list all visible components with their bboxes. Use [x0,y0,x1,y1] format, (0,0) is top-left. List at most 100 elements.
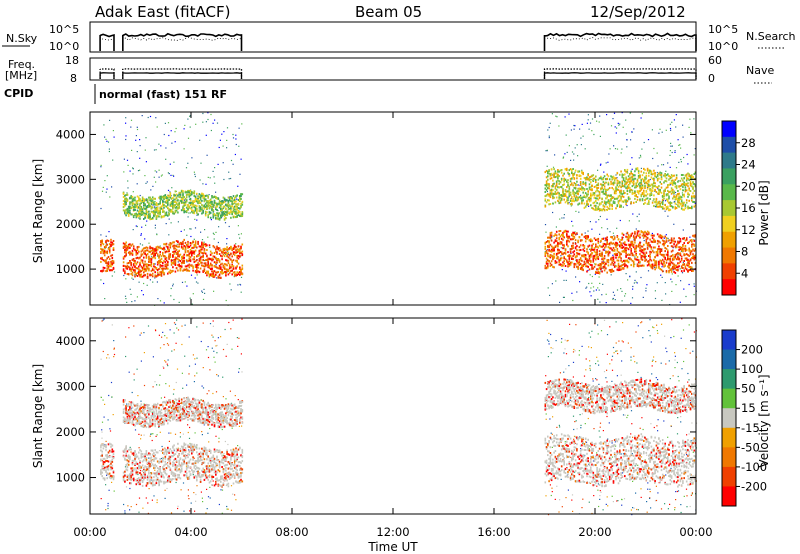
echo-pixel [228,211,231,214]
echo-pixel [108,246,111,249]
echo-pixel [587,190,589,193]
echo-pixel [127,211,130,214]
echo-pixel [603,208,606,211]
echo-pixel [226,238,228,240]
echo-pixel [213,204,216,207]
echo-pixel [692,255,694,258]
echo-pixel [122,247,125,249]
echo-pixel [235,274,237,277]
echo-pixel [225,259,227,262]
echo-pixel [146,253,149,255]
echo-pixel [180,198,183,200]
echo-pixel [153,210,155,213]
echo-pixel [584,262,587,265]
echo-pixel [597,246,600,249]
echo-pixel [141,211,144,213]
echo-pixel [667,215,669,217]
echo-pixel [547,287,549,289]
echo-pixel [582,173,584,176]
echo-pixel [208,204,211,207]
echo-pixel [593,255,596,257]
echo-pixel [606,240,608,243]
echo-pixel [141,208,144,211]
echo-pixel [560,194,563,196]
echo-pixel [226,204,228,207]
echo-pixel [673,237,675,240]
echo-pixel [588,183,591,186]
echo-pixel [170,222,172,224]
echo-pixel [626,146,628,148]
echo-pixel [643,248,645,251]
echo-pixel [611,197,613,200]
echo-pixel [196,211,198,214]
echo-pixel [142,294,144,296]
echo-pixel [168,213,170,215]
echo-pixel [196,274,198,276]
echo-pixel [138,257,140,260]
echo-pixel [174,209,177,212]
echo-pixel [650,170,653,173]
echo-pixel [587,203,589,206]
echo-pixel [626,139,628,141]
echo-pixel [639,154,642,156]
echo-pixel [590,295,592,297]
echo-pixel [680,158,682,161]
echo-pixel [162,267,164,270]
echo-pixel [125,122,127,124]
echo-pixel [227,273,230,276]
echo-pixel [154,257,156,260]
echo-pixel [129,250,131,253]
echo-pixel [584,177,587,180]
echo-pixel [110,241,112,244]
echo-pixel [150,258,153,261]
echo-pixel [611,236,613,238]
echo-pixel [154,227,156,229]
echo-pixel [230,197,232,200]
echo-pixel [582,255,584,258]
echo-pixel [170,197,173,200]
echo-pixel [131,258,134,261]
echo-pixel [659,236,661,239]
echo-pixel [648,171,650,174]
echo-pixel [231,264,233,267]
echo-pixel [661,239,664,242]
echo-pixel [189,201,192,204]
echo-pixel [680,161,682,163]
echo-pixel [639,244,641,247]
echo-pixel [548,183,550,186]
echo-pixel [553,176,555,179]
echo-pixel [678,248,680,251]
echo-pixel [664,200,667,202]
echo-pixel [603,261,606,264]
echo-pixel [621,250,624,253]
echo-pixel [640,264,643,267]
echo-pixel [185,196,188,199]
echo-pixel [654,190,656,192]
echo-pixel [174,198,177,201]
echo-pixel [592,255,595,258]
echo-pixel [649,184,651,187]
echo-pixel [204,265,207,268]
echo-pixel [675,253,678,256]
echo-pixel [202,256,204,259]
echo-pixel [112,159,114,161]
echo-pixel [146,211,149,214]
echo-pixel [595,181,597,184]
echo-pixel [603,185,606,188]
echo-pixel [202,244,204,247]
echo-pixel [153,254,155,257]
echo-pixel [637,245,640,248]
echo-pixel [593,250,596,253]
echo-pixel [615,192,617,195]
echo-pixel [207,216,209,219]
echo-pixel [566,169,568,172]
echo-pixel [164,196,167,199]
echo-pixel [139,202,141,205]
echo-pixel [221,202,223,205]
echo-pixel [669,260,672,263]
echo-pixel [209,250,212,253]
echo-pixel [596,238,598,241]
echo-pixel [558,170,560,173]
echo-pixel [148,213,150,216]
echo-pixel [625,254,627,257]
